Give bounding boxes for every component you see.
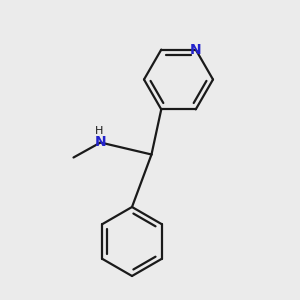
- Text: N: N: [95, 136, 106, 149]
- Text: H: H: [95, 126, 103, 136]
- Text: N: N: [190, 43, 202, 57]
